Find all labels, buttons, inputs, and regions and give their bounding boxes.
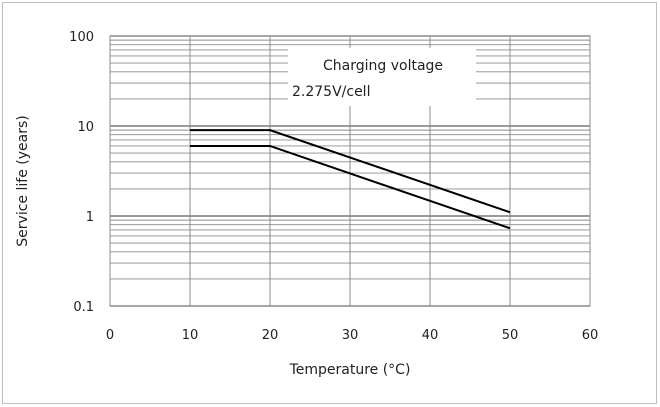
x-tick-label: 30	[342, 328, 359, 343]
series-line-2	[190, 144, 511, 230]
plot-border	[109, 35, 591, 307]
y-axis-title: Service life (years)	[15, 115, 31, 246]
x-tick-label: 50	[502, 328, 519, 343]
series	[190, 129, 511, 230]
x-tick-label: 20	[262, 328, 279, 343]
annotation-line-1: Charging voltage	[323, 58, 443, 74]
y-tick-label: 1	[86, 210, 94, 225]
x-tick-label: 10	[182, 328, 199, 343]
series-line-1	[190, 129, 511, 214]
x-tick-label: 40	[422, 328, 439, 343]
x-tick-label: 0	[106, 328, 114, 343]
x-tick-label: 60	[582, 328, 599, 343]
annotation-box: Charging voltage 2.275V/cell	[288, 48, 476, 106]
y-tick-label: 100	[69, 30, 94, 45]
y-tick-labels: 0.1 1 10 100	[69, 30, 94, 315]
annotation-background	[288, 48, 476, 106]
x-axis-title: Temperature (°C)	[289, 362, 411, 378]
plot-area-border	[109, 35, 591, 307]
annotation-line-2: 2.275V/cell	[292, 84, 370, 100]
y-tick-label: 10	[77, 120, 94, 135]
y-tick-label: 0.1	[73, 300, 94, 315]
x-tick-labels: 0 10 20 30 40 50 60	[106, 328, 598, 343]
